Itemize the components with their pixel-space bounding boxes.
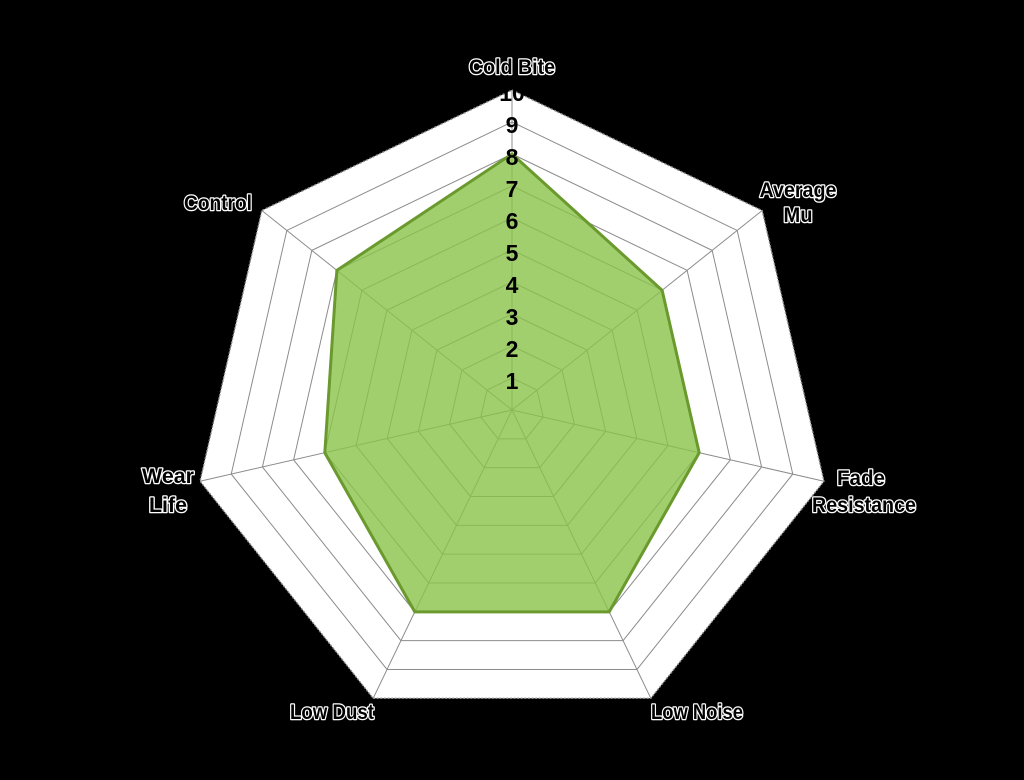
svg-text:8: 8 <box>506 144 519 170</box>
svg-text:10: 10 <box>499 80 525 106</box>
svg-text:7: 7 <box>506 176 519 202</box>
svg-text:3: 3 <box>506 304 519 330</box>
svg-text:Resistance: Resistance <box>812 494 916 517</box>
svg-text:6: 6 <box>506 208 519 234</box>
svg-text:Cold Bite: Cold Bite <box>469 56 555 79</box>
svg-text:2: 2 <box>506 336 519 362</box>
svg-text:5: 5 <box>506 240 519 266</box>
svg-text:Fade: Fade <box>837 467 885 490</box>
svg-text:Low Noise: Low Noise <box>651 701 743 724</box>
svg-text:9: 9 <box>506 112 519 138</box>
svg-text:Life: Life <box>149 494 187 517</box>
svg-text:Wear: Wear <box>142 465 194 488</box>
svg-text:1: 1 <box>506 368 519 394</box>
svg-text:Low Dust: Low Dust <box>290 701 374 724</box>
svg-text:4: 4 <box>506 272 519 298</box>
svg-text:Mu: Mu <box>784 204 813 227</box>
svg-text:Control: Control <box>184 192 252 215</box>
svg-text:Average: Average <box>760 179 837 202</box>
